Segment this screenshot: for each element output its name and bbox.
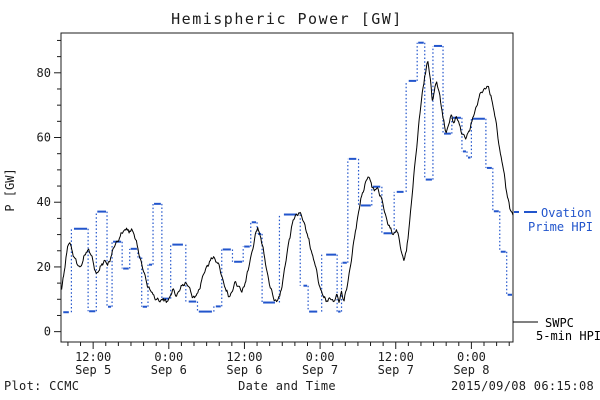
tick-label: 0:00: [457, 350, 486, 364]
tick-label: 40: [37, 195, 51, 209]
tick-label: 20: [37, 260, 51, 274]
chart-title: Hemispheric Power [GW]: [171, 10, 403, 28]
x-axis-title: Date and Time: [238, 379, 336, 393]
legend-label: SWPC: [545, 316, 574, 330]
tick-label: 12:00: [75, 350, 111, 364]
tick-label: 12:00: [226, 350, 262, 364]
legend-label: 5-min HPI: [536, 329, 600, 343]
tick-label: Sep 8: [453, 363, 489, 377]
tick-label: Sep 7: [302, 363, 338, 377]
series-swpc-5min-hpi: [61, 61, 514, 303]
y-axis-title: P [GW]: [3, 168, 17, 211]
tick-label: Sep 5: [75, 363, 111, 377]
plot-credit: Plot: CCMC: [4, 379, 80, 393]
tick-label: 80: [37, 66, 51, 80]
tick-label: Sep 6: [151, 363, 187, 377]
legend-label: Prime HPI: [528, 220, 593, 234]
tick-label: Sep 7: [378, 363, 414, 377]
tick-label: 0:00: [154, 350, 183, 364]
tick-label: 0: [44, 325, 51, 339]
plot-timestamp: 2015/09/08 06:15:08: [451, 379, 594, 393]
tick-label: 12:00: [378, 350, 414, 364]
tick-label: 60: [37, 131, 51, 145]
tick-label: Sep 6: [226, 363, 262, 377]
tick-label: 0:00: [306, 350, 335, 364]
plot-frame: [60, 32, 514, 343]
swpc-line: [61, 61, 514, 303]
series-ovation-prime-hpi: [63, 41, 512, 314]
legend-label: Ovation: [541, 206, 592, 220]
